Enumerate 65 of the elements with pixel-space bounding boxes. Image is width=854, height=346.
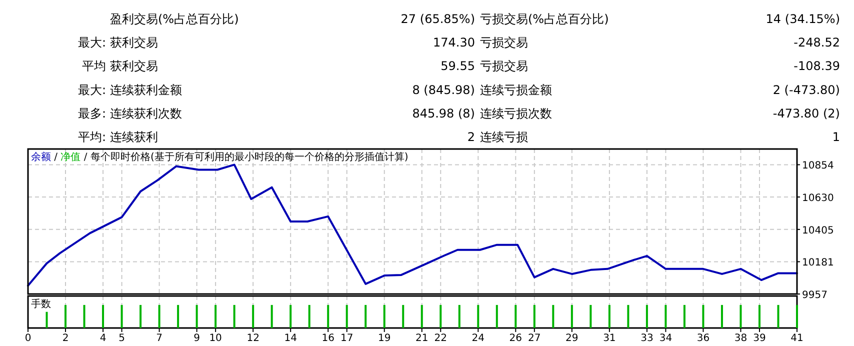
x-tick-label: 36 — [696, 333, 710, 344]
text: 盈利交易(%占总百分比) — [110, 12, 239, 26]
x-tick-label: 9 — [194, 333, 200, 344]
text: 2 — [467, 130, 475, 144]
x-tick-label: 39 — [753, 333, 766, 344]
text: 连续亏损次数 — [480, 106, 552, 120]
x-tick-label: 12 — [246, 333, 260, 344]
x-tick-label: 5 — [118, 333, 125, 344]
text: 连续获利次数 — [110, 106, 182, 120]
y-tick-label: 10630 — [802, 192, 834, 204]
x-tick-label: 7 — [156, 333, 162, 344]
x-tick-label: 19 — [378, 333, 391, 344]
text: 14 (34.15%) — [766, 12, 840, 26]
x-tick-label: 27 — [528, 333, 541, 344]
x-tick-label: 38 — [734, 333, 748, 344]
annotation: / 每个即时价格(基于所有可利用的最小时段的每一个价格的分形插值计算) — [80, 151, 408, 163]
text: 1 — [832, 130, 840, 144]
text: 8 (845.98) — [412, 82, 475, 97]
x-tick-label: 0 — [24, 333, 32, 344]
x-tick-label: 21 — [416, 333, 428, 344]
x-tick-label: 17 — [340, 333, 354, 344]
x-tick-label: 29 — [566, 333, 578, 344]
x-tick-label: 41 — [790, 333, 804, 344]
x-tick-label: 34 — [659, 333, 672, 344]
x-tick-label: 4 — [100, 333, 106, 344]
text: 最多: — [78, 106, 106, 120]
text: 845.98 (8) — [412, 106, 475, 120]
text: 2 (-473.80) — [772, 82, 840, 97]
text: -248.52 — [794, 36, 840, 50]
text: 连续亏损金额 — [480, 82, 552, 97]
x-tick-label: 16 — [322, 333, 334, 344]
text: 余额 — [31, 151, 51, 163]
x-tick-label: 31 — [603, 333, 616, 344]
text: 27 (65.85%) — [400, 12, 475, 26]
text: 平均 — [82, 59, 106, 74]
text: 174.30 — [433, 36, 475, 50]
text: 获利交易 — [110, 59, 158, 74]
text: -108.39 — [794, 59, 840, 74]
text: 连续获利 — [110, 130, 158, 144]
annotation: / — [51, 152, 61, 163]
text: 获利交易 — [110, 36, 158, 50]
text: 连续获利金额 — [110, 82, 182, 97]
x-tick-label: 33 — [640, 333, 654, 344]
x-tick-label: 26 — [509, 333, 522, 344]
text: 最大: — [78, 36, 106, 50]
y-tick-label: 10405 — [802, 225, 834, 236]
y-tick-label: 10854 — [802, 160, 834, 172]
text: -473.80 (2) — [772, 106, 840, 120]
y-tick-label: 9957 — [802, 290, 828, 301]
x-tick-label: 10 — [209, 333, 222, 344]
x-tick-label: 14 — [284, 333, 297, 344]
y-tick-label: 10181 — [802, 258, 834, 269]
x-tick-label: 24 — [472, 333, 485, 344]
x-tick-label: 2 — [62, 333, 69, 344]
text: 亏损交易(%占总百分比) — [480, 12, 609, 26]
text: 59.55 — [440, 59, 475, 74]
legend-label: 净值 — [60, 151, 81, 163]
text: 亏损交易 — [480, 59, 528, 74]
text: 亏损交易 — [480, 36, 528, 50]
text: 连续亏损 — [480, 130, 528, 144]
text: 最大: — [78, 82, 106, 97]
text: 平均: — [78, 130, 106, 144]
line-series — [27, 164, 798, 287]
x-tick-label: 22 — [434, 333, 447, 344]
chart-title: 手数 — [31, 298, 51, 310]
